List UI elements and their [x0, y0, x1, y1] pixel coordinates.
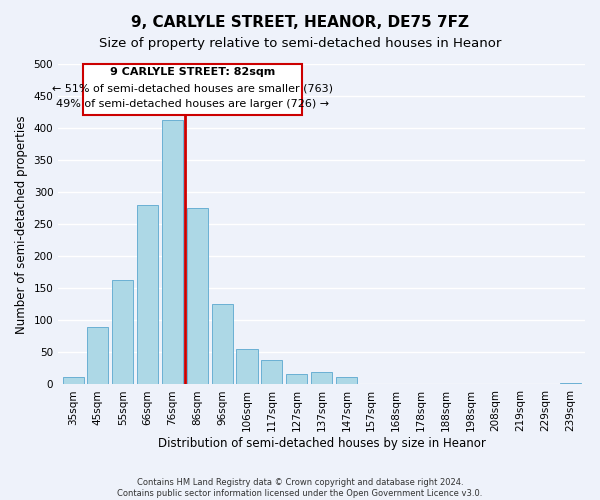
Bar	[286, 374, 307, 384]
Text: ← 51% of semi-detached houses are smaller (763): ← 51% of semi-detached houses are smalle…	[52, 84, 333, 94]
Text: Size of property relative to semi-detached houses in Heanor: Size of property relative to semi-detach…	[99, 38, 501, 51]
Bar	[311, 372, 332, 384]
Text: 9 CARLYLE STREET: 82sqm: 9 CARLYLE STREET: 82sqm	[110, 66, 275, 76]
Bar	[88, 327, 109, 384]
X-axis label: Distribution of semi-detached houses by size in Heanor: Distribution of semi-detached houses by …	[158, 437, 485, 450]
Y-axis label: Number of semi-detached properties: Number of semi-detached properties	[15, 115, 28, 334]
Bar	[212, 304, 233, 384]
Bar	[137, 205, 158, 384]
Bar	[262, 360, 283, 384]
Bar	[187, 208, 208, 384]
Bar	[162, 120, 183, 384]
Text: 49% of semi-detached houses are larger (726) →: 49% of semi-detached houses are larger (…	[56, 98, 329, 108]
Bar	[236, 349, 257, 384]
Bar	[62, 377, 83, 384]
FancyBboxPatch shape	[83, 64, 302, 116]
Bar	[560, 383, 581, 384]
Text: Contains HM Land Registry data © Crown copyright and database right 2024.
Contai: Contains HM Land Registry data © Crown c…	[118, 478, 482, 498]
Bar	[336, 378, 357, 384]
Bar	[112, 280, 133, 384]
Text: 9, CARLYLE STREET, HEANOR, DE75 7FZ: 9, CARLYLE STREET, HEANOR, DE75 7FZ	[131, 15, 469, 30]
